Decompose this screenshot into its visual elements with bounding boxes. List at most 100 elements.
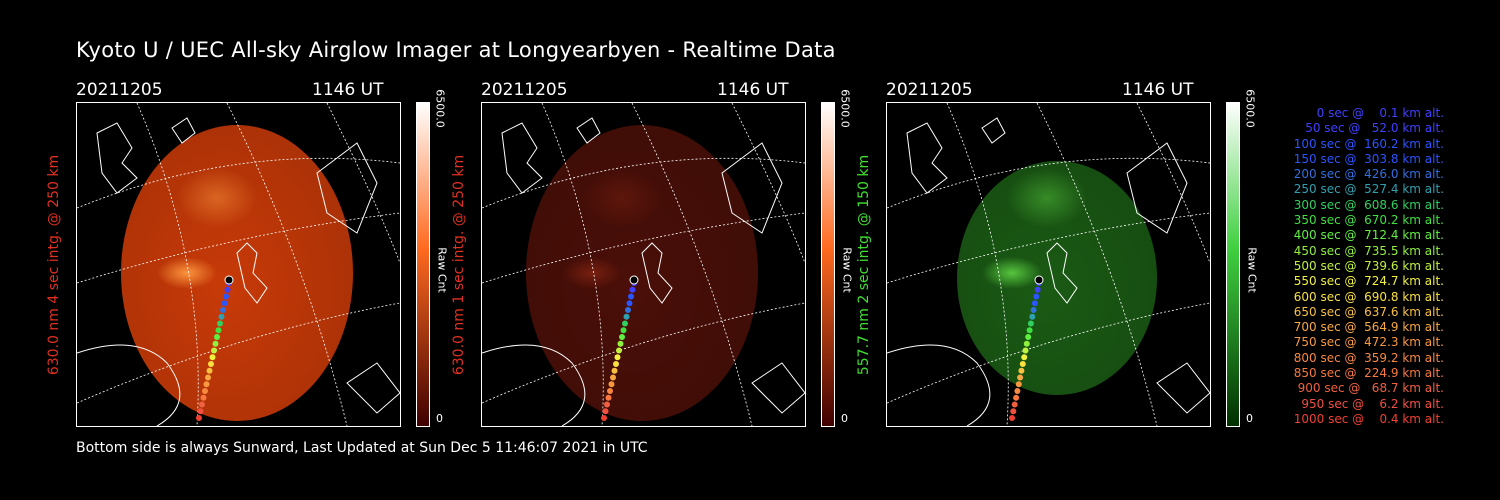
colorbar xyxy=(821,102,835,427)
track-point xyxy=(1030,307,1037,313)
station-marker xyxy=(629,275,639,285)
track-point xyxy=(203,381,210,388)
legend-row: 850 sec @ 224.9 km alt. xyxy=(1289,366,1444,381)
track-point xyxy=(1021,354,1028,361)
colorbar xyxy=(1226,102,1240,427)
imager-panel-3: 20211205 1146 UT 557.7 nm 2 sec intg. @ … xyxy=(856,80,1306,430)
track-point xyxy=(214,334,220,340)
track-point xyxy=(1023,340,1030,347)
imager-panel-2: 20211205 1146 UT 630.0 nm 1 sec intg. @ … xyxy=(451,80,901,430)
aurora-patch xyxy=(562,257,622,289)
imager-panel-1: 20211205 1146 UT 630.0 nm 4 sec intg. @ … xyxy=(46,80,496,430)
track-point xyxy=(224,286,231,293)
legend-row: 900 sec @ 68.7 km alt. xyxy=(1293,381,1444,396)
track-point xyxy=(1034,286,1041,293)
track-point xyxy=(206,367,213,374)
track-point xyxy=(209,354,216,361)
legend-row: 950 sec @ 6.2 km alt. xyxy=(1297,396,1444,411)
track-point xyxy=(620,327,627,334)
allsky-disk xyxy=(526,125,758,421)
track-point xyxy=(1017,374,1024,381)
track-point xyxy=(628,293,634,300)
allsky-image xyxy=(76,102,401,427)
legend-row: 100 sec @ 160.2 km alt. xyxy=(1289,136,1444,151)
track-point xyxy=(205,374,211,381)
aurora-patch xyxy=(157,257,217,289)
track-point xyxy=(1015,381,1022,388)
track-point xyxy=(217,320,223,327)
track-point xyxy=(200,394,207,401)
track-point xyxy=(215,327,222,334)
track-point xyxy=(211,347,217,354)
track-point xyxy=(617,340,624,347)
track-point xyxy=(1010,408,1017,415)
panel-date: 20211205 xyxy=(481,80,568,100)
footer-note: Bottom side is always Sunward, Last Upda… xyxy=(76,440,648,456)
legend-row: 200 sec @ 426.0 km alt. xyxy=(1289,167,1444,182)
panel-time: 1146 UT xyxy=(717,80,789,100)
track-point xyxy=(1027,320,1034,327)
track-point xyxy=(1022,347,1029,354)
track-point xyxy=(614,354,621,361)
track-point xyxy=(218,313,225,320)
track-point xyxy=(626,300,633,307)
legend-row: 800 sec @ 359.2 km alt. xyxy=(1289,350,1444,365)
panel-ylabel: 557.7 nm 2 sec intg. @ 150 km xyxy=(856,154,872,376)
track-point xyxy=(1019,361,1026,367)
grid-lines xyxy=(887,103,1210,426)
track-point xyxy=(602,408,609,415)
legend-row: 600 sec @ 690.8 km alt. xyxy=(1289,289,1444,304)
track-point xyxy=(607,388,613,394)
legend-row: 0 sec @ 0.1 km alt. xyxy=(1305,106,1444,120)
legend-row: 450 sec @ 735.5 km alt. xyxy=(1289,243,1444,258)
track-point xyxy=(604,401,610,408)
track-point xyxy=(1026,327,1033,334)
track-point xyxy=(616,347,622,354)
colorbar-unit: Raw Cnt xyxy=(1245,247,1259,293)
track-point xyxy=(196,415,202,421)
panel-ylabel: 630.0 nm 1 sec intg. @ 250 km xyxy=(451,154,467,376)
legend-row: 550 sec @ 724.7 km alt. xyxy=(1289,274,1444,289)
track-point xyxy=(613,361,619,367)
allsky-disk xyxy=(957,161,1157,395)
track-point xyxy=(1018,367,1025,374)
track-point xyxy=(1031,300,1038,307)
track-point xyxy=(605,394,612,401)
altitude-legend: 0 sec @ 0.1 km alt. 50 sec @ 52.0 km alt… xyxy=(1262,106,1444,427)
track-point xyxy=(199,401,205,408)
track-point xyxy=(625,307,631,313)
coastline xyxy=(77,117,400,426)
track-point xyxy=(1014,388,1021,394)
legend-row: 750 sec @ 472.3 km alt. xyxy=(1289,335,1444,350)
track-point xyxy=(223,293,229,300)
aurora-patch xyxy=(1007,168,1087,228)
legend-row: 150 sec @ 303.8 km alt. xyxy=(1289,151,1444,166)
colorbar-max: 6500.0 xyxy=(838,89,852,128)
panel-time: 1146 UT xyxy=(1122,80,1194,100)
legend-row: 300 sec @ 608.6 km alt. xyxy=(1289,197,1444,212)
panel-ylabel: 630.0 nm 4 sec intg. @ 250 km xyxy=(46,154,62,376)
colorbar-max: 6500.0 xyxy=(433,89,447,128)
colorbar-min: 0 xyxy=(436,412,443,425)
track-point xyxy=(220,307,226,313)
colorbar-unit: Raw Cnt xyxy=(840,247,854,293)
track-point xyxy=(212,340,219,347)
colorbar-min: 0 xyxy=(841,412,848,425)
legend-row: 700 sec @ 564.9 km alt. xyxy=(1289,320,1444,335)
panel-date: 20211205 xyxy=(886,80,973,100)
aurora-patch xyxy=(177,168,257,228)
track-point xyxy=(610,374,616,381)
track-point xyxy=(1025,334,1032,340)
grid-lines xyxy=(482,103,805,426)
track-point xyxy=(1029,313,1036,320)
track-point xyxy=(197,408,204,415)
grid-lines xyxy=(77,103,400,426)
track-point xyxy=(221,300,228,307)
colorbar xyxy=(416,102,430,427)
allsky-image xyxy=(481,102,806,427)
legend-row: 500 sec @ 739.6 km alt. xyxy=(1289,258,1444,273)
track-point xyxy=(1009,415,1015,421)
track-point xyxy=(622,320,628,327)
aurora-patch xyxy=(982,257,1042,289)
allsky-image xyxy=(886,102,1211,427)
